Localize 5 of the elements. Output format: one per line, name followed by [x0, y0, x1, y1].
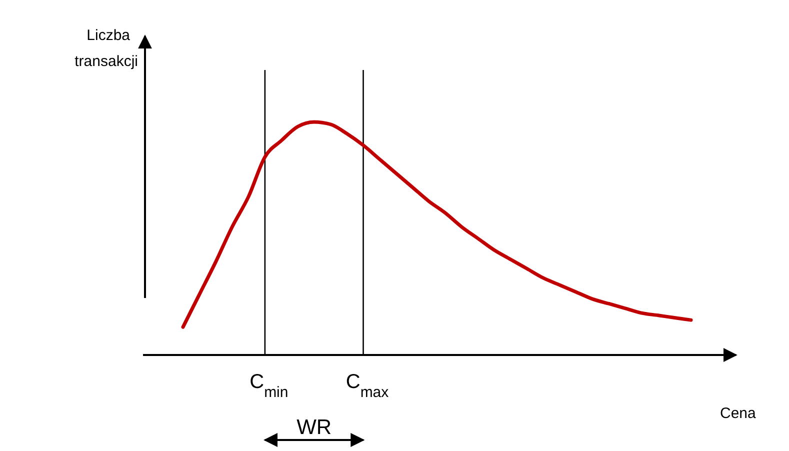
- x-axis-title: Cena: [720, 405, 757, 422]
- x-tick-label: C$_{max}$: [346, 371, 390, 400]
- x-tick-label: C$_{min}$: [250, 371, 288, 400]
- y-axis-title: Liczba transakcji: [74, 27, 138, 70]
- text: WR: [296, 416, 332, 439]
